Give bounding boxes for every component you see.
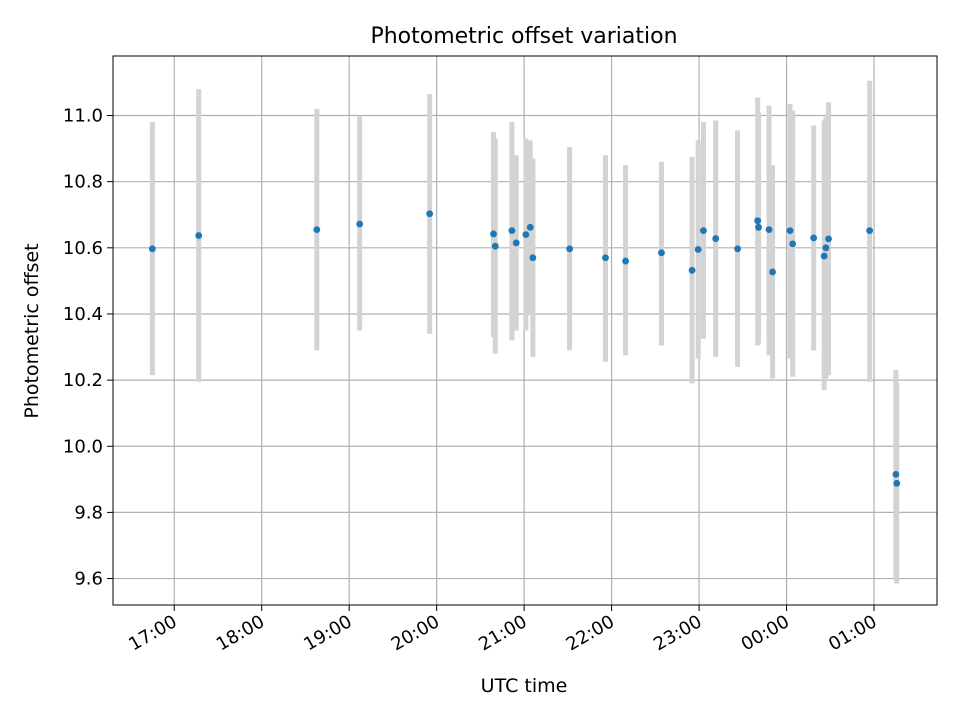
data-points xyxy=(148,210,901,487)
y-tick-label: 10.4 xyxy=(63,304,103,325)
data-point xyxy=(490,230,497,238)
data-point xyxy=(566,245,574,253)
data-point xyxy=(526,223,534,231)
data-point xyxy=(195,232,203,239)
data-point xyxy=(356,220,364,228)
data-point xyxy=(313,226,321,234)
data-point xyxy=(786,227,794,235)
data-point xyxy=(148,245,156,253)
y-tick-label: 10.0 xyxy=(63,436,103,457)
data-point xyxy=(622,257,629,265)
data-point xyxy=(769,268,776,276)
data-point xyxy=(491,242,499,250)
chart-title: Photometric offset variation xyxy=(370,24,677,49)
data-point xyxy=(820,252,828,260)
data-point xyxy=(522,231,530,238)
y-axis-label: Photometric offset xyxy=(21,243,43,418)
x-tick-label: 19:00 xyxy=(300,611,355,655)
data-point xyxy=(822,244,830,252)
data-point xyxy=(512,239,520,247)
y-axis-ticks: 9.6 9.8 10.0 10.2 10.4 10.6 10.8 11.0 xyxy=(63,106,113,590)
data-point xyxy=(866,227,874,235)
data-point xyxy=(712,235,720,242)
data-point xyxy=(765,226,773,234)
x-tick-label: 22:00 xyxy=(563,611,618,655)
data-point xyxy=(694,246,702,253)
x-tick-label: 00:00 xyxy=(738,611,793,655)
y-tick-label: 9.6 xyxy=(74,569,103,590)
y-tick-label: 10.8 xyxy=(63,172,103,193)
data-point xyxy=(658,249,665,257)
x-tick-label: 21:00 xyxy=(475,611,530,655)
data-point xyxy=(508,227,516,235)
data-point xyxy=(755,223,762,231)
data-point xyxy=(602,254,609,262)
x-tick-label: 17:00 xyxy=(125,611,180,655)
data-point xyxy=(892,470,900,478)
data-point xyxy=(825,235,832,243)
plot-area-frame xyxy=(112,55,938,606)
data-point xyxy=(893,479,901,487)
data-point xyxy=(700,227,707,235)
y-tick-label: 9.8 xyxy=(74,502,103,523)
data-point xyxy=(789,240,797,248)
x-tick-label: 23:00 xyxy=(650,611,705,655)
x-axis-label: UTC time xyxy=(481,675,568,697)
x-axis-ticks: 17:00 18:00 19:00 20:00 21:00 22:00 23:00 00:00… xyxy=(125,605,881,655)
data-point xyxy=(754,217,762,225)
data-point xyxy=(426,210,434,218)
y-tick-label: 10.6 xyxy=(63,238,103,259)
data-point xyxy=(734,245,741,253)
x-tick-label: 18:00 xyxy=(213,611,268,655)
x-tick-label: 01:00 xyxy=(825,611,880,655)
x-tick-label: 20:00 xyxy=(388,611,443,655)
y-tick-label: 11.0 xyxy=(63,106,103,127)
data-point xyxy=(810,234,818,242)
data-point xyxy=(688,266,696,274)
data-point xyxy=(529,254,537,262)
y-tick-label: 10.2 xyxy=(63,370,103,391)
